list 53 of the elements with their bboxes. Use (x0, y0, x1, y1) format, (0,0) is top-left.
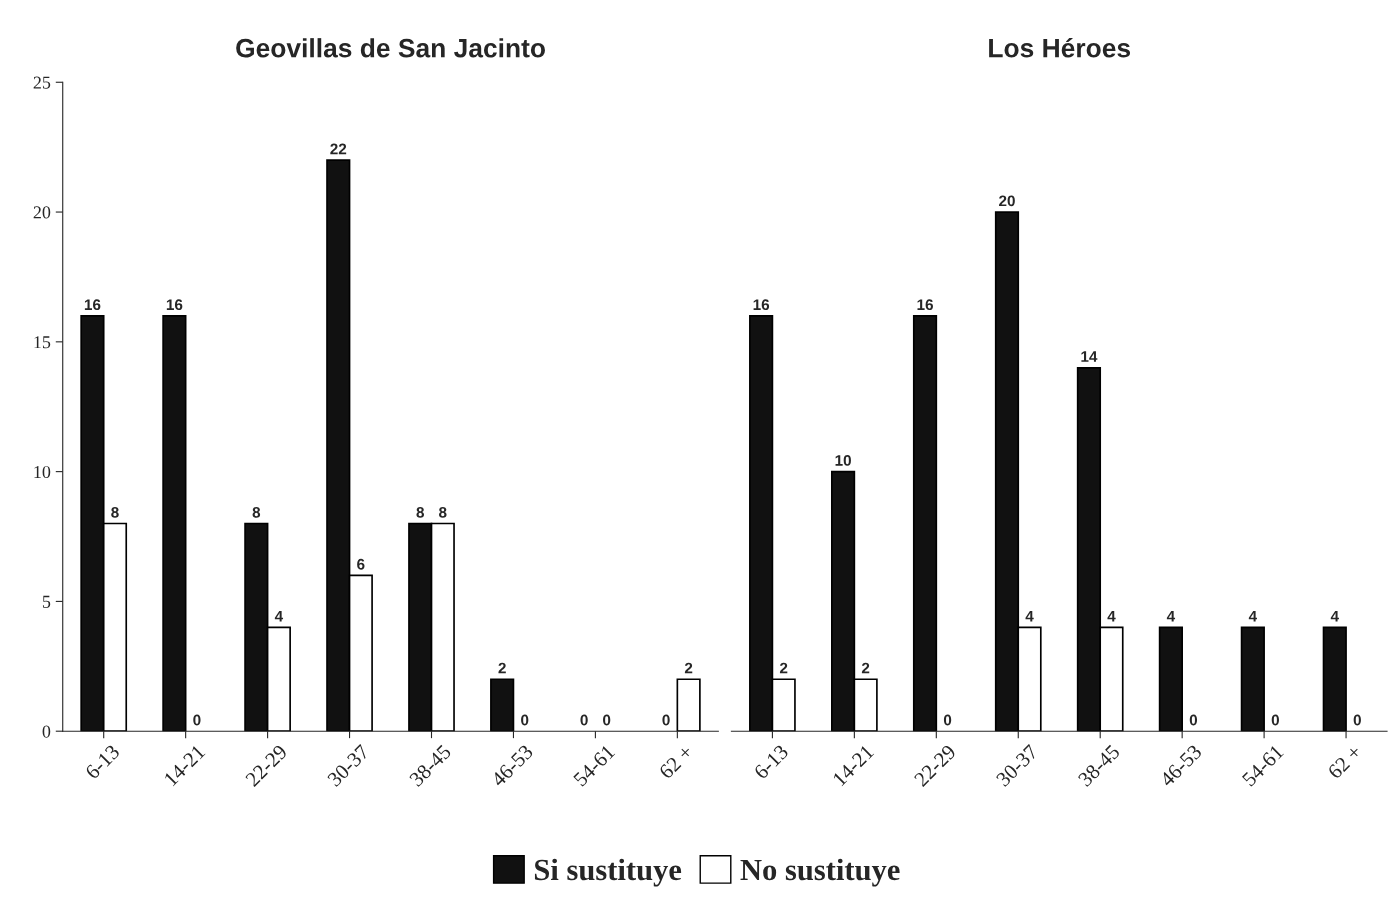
bar (1322, 626, 1347, 732)
data-label: 8 (252, 506, 261, 518)
x-tick-label: 6-13 (84, 744, 121, 780)
x-tick-label: 6-13 (753, 744, 790, 780)
legend-label: Si sustituye (534, 858, 682, 887)
data-label: 4 (1025, 610, 1034, 622)
legend-label: No sustituye (740, 858, 900, 887)
data-label: 0 (603, 714, 611, 726)
data-label: 0 (580, 714, 588, 726)
data-label: 8 (439, 506, 447, 518)
bar (1240, 626, 1265, 732)
bar (1158, 626, 1183, 732)
data-label: 8 (111, 506, 119, 518)
data-label: 16 (753, 299, 770, 311)
data-label: 6 (357, 558, 365, 570)
data-label: 0 (521, 714, 529, 726)
chart-title: Geovillas de San Jacinto (236, 38, 545, 58)
data-label: 8 (416, 506, 425, 518)
data-label: 0 (662, 714, 670, 726)
x-tick-label: 62 + (658, 744, 694, 780)
bar (912, 315, 938, 732)
data-label: 16 (166, 299, 183, 311)
data-label: 2 (779, 662, 788, 674)
data-label: 4 (1248, 610, 1257, 622)
data-label: 2 (861, 662, 870, 674)
x-tick-label: 62 + (1327, 744, 1363, 780)
data-label: 10 (835, 455, 851, 466)
data-label: 0 (1189, 714, 1198, 726)
bar (676, 678, 701, 732)
data-label: 0 (193, 714, 201, 726)
y-tick-label: 15 (34, 336, 51, 349)
data-label: 20 (999, 195, 1015, 207)
data-label: 14 (1081, 351, 1098, 362)
chart-title: Los Héroes (989, 37, 1131, 58)
data-label: 4 (274, 610, 284, 622)
data-label: 0 (943, 714, 952, 726)
data-label: 2 (498, 662, 506, 674)
data-label: 4 (1330, 610, 1339, 622)
data-label: 0 (1353, 714, 1361, 726)
y-tick-label: 25 (33, 76, 51, 89)
bar (490, 678, 515, 732)
data-label: 4 (1107, 610, 1116, 622)
y-tick-label: 5 (42, 595, 51, 608)
y-tick-label: 10 (34, 465, 51, 479)
data-label: 4 (1166, 610, 1176, 622)
y-tick-label: 20 (33, 206, 51, 219)
data-label: 22 (330, 143, 347, 155)
y-tick-label: 0 (42, 725, 51, 738)
data-label: 16 (917, 299, 933, 311)
bar (162, 315, 187, 732)
data-label: 0 (1271, 714, 1279, 726)
data-label: 2 (684, 662, 693, 674)
data-label: 16 (84, 299, 101, 311)
